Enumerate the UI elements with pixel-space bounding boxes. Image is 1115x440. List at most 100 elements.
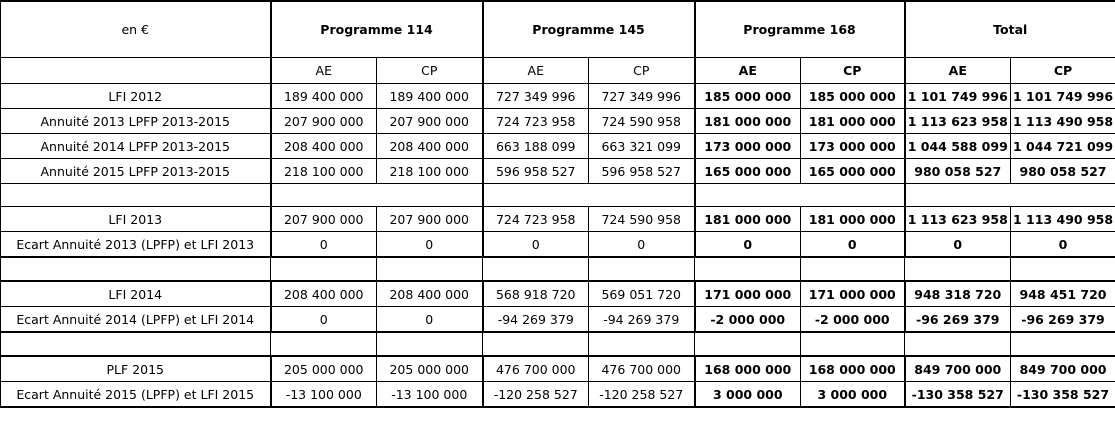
cell: 727 349 996 [588, 83, 695, 109]
cell: 0 [693, 231, 801, 258]
cell: 948 318 720 [903, 280, 1011, 307]
cell: 173 000 000 [693, 133, 801, 159]
cell: 0 [481, 231, 589, 258]
empty-cell [800, 256, 905, 282]
cell: 0 [588, 231, 695, 258]
cell: -120 258 527 [481, 381, 589, 408]
cell: -96 269 379 [903, 306, 1011, 333]
cell: 218 100 000 [269, 158, 377, 184]
empty-cell [694, 256, 801, 282]
cell: -94 269 379 [481, 306, 589, 333]
cell: 171 000 000 [693, 280, 801, 307]
cell: 724 723 958 [481, 108, 589, 134]
cell: 596 958 527 [588, 158, 695, 184]
cell: 171 000 000 [800, 280, 905, 307]
subheader-empty [0, 57, 271, 84]
table-row: PLF 2015 205 000 000 205 000 000 476 700… [0, 355, 1115, 382]
header-programme-114: Programme 114 [269, 0, 483, 58]
cell: -130 358 527 [1010, 381, 1115, 408]
header-programme-145: Programme 145 [481, 0, 695, 58]
table-row: Annuité 2015 LPFP 2013-2015 218 100 000 … [0, 158, 1115, 184]
row-label: Annuité 2015 LPFP 2013-2015 [0, 158, 271, 184]
subheader-ae: AE [693, 57, 801, 84]
spacer-row [0, 183, 1115, 207]
empty-cell [693, 183, 905, 207]
subheader-ae: AE [903, 57, 1011, 84]
table-row: Ecart Annuité 2015 (LPFP) et LFI 2015 -1… [0, 381, 1115, 408]
cell: 980 058 527 [1010, 158, 1115, 184]
cell: -13 100 000 [269, 381, 377, 408]
row-label: Annuité 2013 LPFP 2013-2015 [0, 108, 271, 134]
cell: 569 051 720 [588, 280, 695, 307]
empty-cell [269, 183, 483, 207]
cell: 207 900 000 [269, 206, 377, 232]
empty-cell [481, 183, 695, 207]
spacer-row [0, 256, 1115, 282]
cell: 181 000 000 [800, 108, 905, 134]
cell: 208 400 000 [376, 280, 483, 307]
table-row: Annuité 2014 LPFP 2013-2015 208 400 000 … [0, 133, 1115, 159]
empty-cell [0, 256, 271, 282]
cell: 168 000 000 [693, 355, 801, 382]
cell: 181 000 000 [800, 206, 905, 232]
cell: 568 918 720 [481, 280, 589, 307]
cell: 205 000 000 [376, 355, 483, 382]
empty-cell [588, 331, 695, 357]
row-label: Annuité 2014 LPFP 2013-2015 [0, 133, 271, 159]
empty-cell [270, 256, 377, 282]
table-row: LFI 2012 189 400 000 189 400 000 727 349… [0, 83, 1115, 109]
cell: 663 321 099 [588, 133, 695, 159]
cell: -13 100 000 [376, 381, 483, 408]
cell: 1 113 623 958 [903, 206, 1011, 232]
cell: 189 400 000 [376, 83, 483, 109]
cell: 3 000 000 [693, 381, 801, 408]
header-total: Total [903, 0, 1115, 58]
cell: 980 058 527 [903, 158, 1011, 184]
cell: -2 000 000 [800, 306, 905, 333]
empty-cell [588, 256, 695, 282]
cell: -94 269 379 [588, 306, 695, 333]
cell: 207 900 000 [376, 108, 483, 134]
budget-table: en € Programme 114 Programme 145 Program… [0, 0, 1115, 408]
empty-cell [904, 331, 1011, 357]
cell: 1 044 721 099 [1010, 133, 1115, 159]
cell: 208 400 000 [269, 133, 377, 159]
table-row: Annuité 2013 LPFP 2013-2015 207 900 000 … [0, 108, 1115, 134]
subheader-cp: CP [800, 57, 905, 84]
cell: -130 358 527 [903, 381, 1011, 408]
empty-cell [270, 331, 377, 357]
row-label: PLF 2015 [0, 355, 271, 382]
cell: 208 400 000 [269, 280, 377, 307]
row-label: Ecart Annuité 2013 (LPFP) et LFI 2013 [0, 231, 271, 258]
table-row: LFI 2014 208 400 000 208 400 000 568 918… [0, 280, 1115, 307]
cell: 207 900 000 [269, 108, 377, 134]
cell: 205 000 000 [269, 355, 377, 382]
cell: 0 [376, 306, 483, 333]
cell: 0 [800, 231, 905, 258]
cell: 1 044 588 099 [903, 133, 1011, 159]
cell: 181 000 000 [693, 108, 801, 134]
empty-cell [904, 256, 1011, 282]
cell: 727 349 996 [481, 83, 589, 109]
table-row: Ecart Annuité 2014 (LPFP) et LFI 2014 0 … [0, 306, 1115, 333]
cell: 849 700 000 [903, 355, 1011, 382]
empty-cell [0, 331, 271, 357]
empty-cell [1010, 331, 1115, 357]
cell: 0 [376, 231, 483, 258]
cell: 218 100 000 [376, 158, 483, 184]
row-label: Ecart Annuité 2014 (LPFP) et LFI 2014 [0, 306, 271, 333]
cell: -120 258 527 [588, 381, 695, 408]
cell: 1 101 749 996 [1010, 83, 1115, 109]
table-row: Ecart Annuité 2013 (LPFP) et LFI 2013 0 … [0, 231, 1115, 258]
cell: 185 000 000 [693, 83, 801, 109]
subheader-ae: AE [269, 57, 377, 84]
cell: 1 113 490 958 [1010, 108, 1115, 134]
header-programme-168: Programme 168 [693, 0, 905, 58]
row-label: Ecart Annuité 2015 (LPFP) et LFI 2015 [0, 381, 271, 408]
empty-cell [903, 183, 1115, 207]
cell: 185 000 000 [800, 83, 905, 109]
cell: 663 188 099 [481, 133, 589, 159]
cell: 207 900 000 [376, 206, 483, 232]
cell: 724 590 958 [588, 108, 695, 134]
cell: 476 700 000 [588, 355, 695, 382]
